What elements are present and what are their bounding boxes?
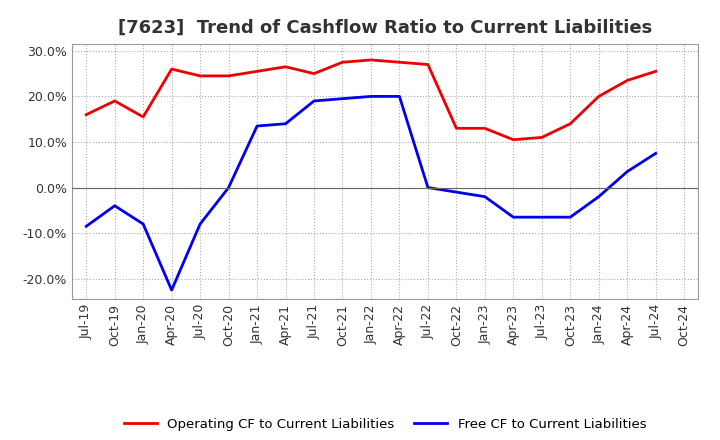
Free CF to Current Liabilities [167,287,176,293]
Free CF to Current Liabilities [366,94,375,99]
Operating CF to Current Liabilities [282,64,290,70]
Line: Free CF to Current Liabilities: Free CF to Current Liabilities [86,96,656,290]
Operating CF to Current Liabilities [225,73,233,78]
Free CF to Current Liabilities [595,194,603,199]
Operating CF to Current Liabilities [480,126,489,131]
Free CF to Current Liabilities [423,185,432,190]
Operating CF to Current Liabilities [509,137,518,143]
Operating CF to Current Liabilities [623,78,631,83]
Free CF to Current Liabilities [225,185,233,190]
Free CF to Current Liabilities [82,224,91,229]
Free CF to Current Liabilities [623,169,631,174]
Operating CF to Current Liabilities [652,69,660,74]
Operating CF to Current Liabilities [253,69,261,74]
Free CF to Current Liabilities [110,203,119,209]
Free CF to Current Liabilities [310,98,318,103]
Free CF to Current Liabilities [652,151,660,156]
Operating CF to Current Liabilities [196,73,204,78]
Legend: Operating CF to Current Liabilities, Free CF to Current Liabilities: Operating CF to Current Liabilities, Fre… [119,413,652,436]
Free CF to Current Liabilities [566,215,575,220]
Operating CF to Current Liabilities [110,98,119,103]
Free CF to Current Liabilities [139,221,148,227]
Title: [7623]  Trend of Cashflow Ratio to Current Liabilities: [7623] Trend of Cashflow Ratio to Curren… [118,19,652,37]
Operating CF to Current Liabilities [395,59,404,65]
Free CF to Current Liabilities [537,215,546,220]
Free CF to Current Liabilities [282,121,290,126]
Operating CF to Current Liabilities [82,112,91,117]
Free CF to Current Liabilities [480,194,489,199]
Free CF to Current Liabilities [253,123,261,128]
Line: Operating CF to Current Liabilities: Operating CF to Current Liabilities [86,60,656,140]
Operating CF to Current Liabilities [423,62,432,67]
Free CF to Current Liabilities [196,221,204,227]
Operating CF to Current Liabilities [537,135,546,140]
Free CF to Current Liabilities [509,215,518,220]
Free CF to Current Liabilities [452,190,461,195]
Operating CF to Current Liabilities [139,114,148,120]
Operating CF to Current Liabilities [338,59,347,65]
Operating CF to Current Liabilities [566,121,575,126]
Operating CF to Current Liabilities [452,126,461,131]
Free CF to Current Liabilities [395,94,404,99]
Operating CF to Current Liabilities [167,66,176,72]
Operating CF to Current Liabilities [310,71,318,76]
Operating CF to Current Liabilities [595,94,603,99]
Operating CF to Current Liabilities [366,57,375,62]
Free CF to Current Liabilities [338,96,347,101]
